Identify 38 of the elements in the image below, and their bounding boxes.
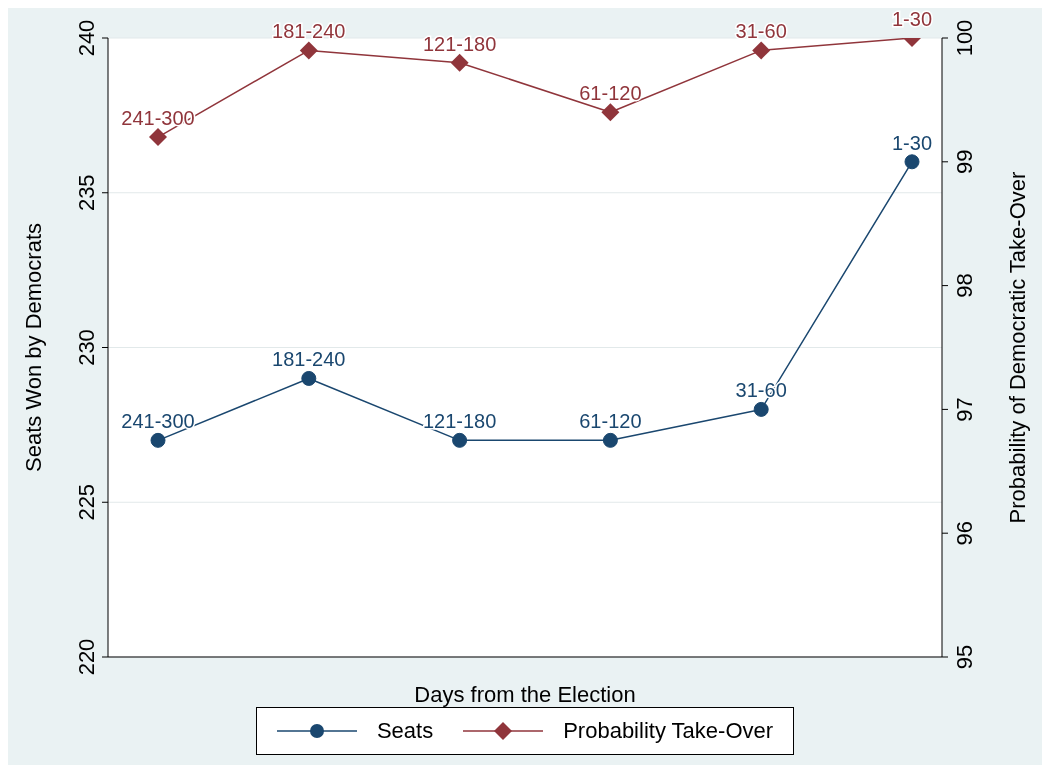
point: [150, 432, 166, 448]
y-tick-label: 240: [74, 19, 99, 57]
data-label: 61-120: [579, 410, 642, 433]
point: [602, 432, 618, 448]
data-label: 61-120: [579, 82, 642, 105]
point: [301, 370, 317, 386]
y-tick-label: 220: [74, 638, 99, 676]
y2-tick-label: 99: [952, 149, 977, 175]
data-label: 121-180: [422, 32, 497, 55]
point: [452, 432, 468, 448]
data-label: 31-60: [735, 20, 787, 43]
point: [450, 53, 469, 72]
y2-tick-label: 100: [952, 19, 977, 57]
y2-tick-label: 98: [952, 273, 977, 298]
y2-tick-label: 95: [952, 644, 977, 670]
point: [149, 128, 167, 147]
y-tick-label: 225: [74, 483, 99, 521]
data-label: 181-240: [272, 20, 346, 43]
point: [904, 154, 920, 170]
data-label: 241-300: [121, 410, 195, 433]
legend-label: Probability Take-Over: [563, 718, 774, 744]
y-axis-title: Seats Won by Democrats: [20, 222, 46, 473]
data-label: 1-30: [891, 8, 933, 30]
data-label: 1-30: [891, 131, 933, 154]
legend-label: Seats: [376, 718, 434, 744]
point: [601, 103, 620, 122]
point: [753, 401, 769, 417]
point: [299, 41, 318, 60]
y-tick-label: 235: [74, 174, 99, 212]
y2-tick-label: 96: [952, 520, 977, 546]
data-label: 241-300: [121, 107, 195, 130]
data-label: 121-180: [422, 410, 497, 433]
y2-tick-label: 97: [952, 397, 977, 422]
y-tick-label: 230: [74, 329, 99, 366]
x-axis-title: Days from the Election: [414, 682, 636, 707]
point: [752, 41, 771, 60]
data-label: 181-240: [272, 348, 346, 371]
y2-axis-title: Probability of Democratic Take-Over: [1004, 171, 1030, 524]
